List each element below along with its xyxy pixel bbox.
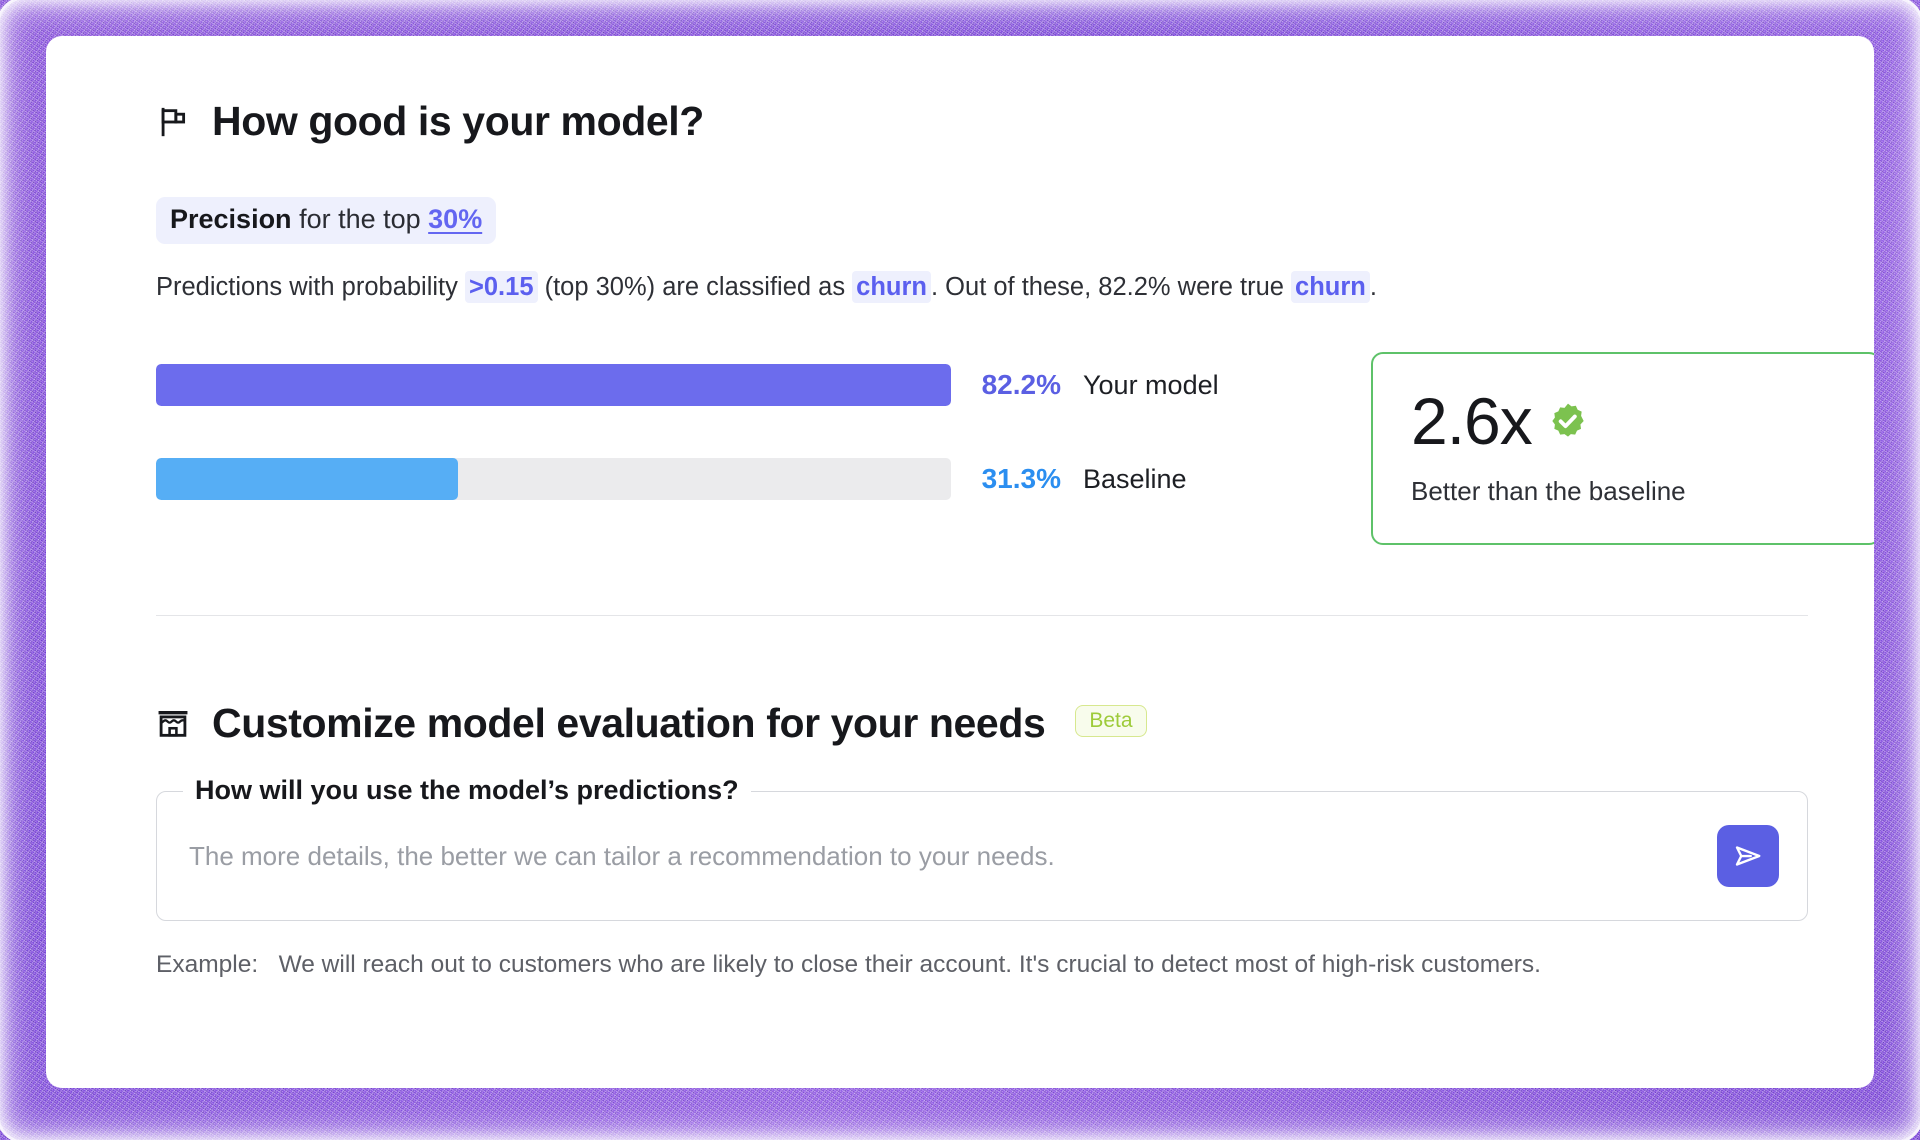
explanation-sentence: Predictions with probability >0.15 (top … xyxy=(156,270,1808,304)
improvement-multiplier: 2.6x xyxy=(1411,384,1533,459)
metric-pill-middle-text: for the top xyxy=(291,204,429,234)
section2-heading: Customize model evaluation for your need… xyxy=(156,700,1808,747)
example-text: We will reach out to customers who are l… xyxy=(278,951,1541,979)
verified-check-badge-icon xyxy=(1548,401,1588,441)
bar-label-baseline: Baseline xyxy=(1083,463,1187,494)
beta-badge: Beta xyxy=(1075,704,1147,737)
page-title: How good is your model? xyxy=(212,98,704,144)
main-card: How good is your model? Precision for th… xyxy=(46,36,1874,1088)
section2-title: Customize model evaluation for your need… xyxy=(212,700,1046,747)
bar-track-your-model xyxy=(156,364,951,407)
metric-pill: Precision for the top 30% xyxy=(156,197,497,245)
card-inner: How good is your model? Precision for th… xyxy=(46,98,1874,979)
improvement-highlight-card: 2.6x Better than the baseline xyxy=(1371,352,1874,546)
improvement-value-row: 2.6x xyxy=(1411,388,1841,454)
example-hint: Example: We will reach out to customers … xyxy=(156,951,1808,979)
explanation-part2: (top 30%) are classified as xyxy=(537,273,853,302)
send-icon xyxy=(1733,841,1763,871)
prediction-usage-field: How will you use the model’s predictions… xyxy=(156,775,1808,922)
explanation-part1: Predictions with probability xyxy=(156,273,465,302)
prediction-usage-legend: How will you use the model’s predictions… xyxy=(183,775,751,807)
example-label: Example: xyxy=(156,951,259,979)
section1-heading: How good is your model? xyxy=(156,98,1808,145)
section-divider xyxy=(156,615,1808,617)
metric-name: Precision xyxy=(170,204,292,234)
send-button[interactable] xyxy=(1717,825,1779,888)
results-area: 82.2% Your model 31.3% Baseline 2.6x xyxy=(156,352,1874,546)
storefront-icon xyxy=(156,707,190,741)
top-percent-link[interactable]: 30% xyxy=(428,204,483,234)
explanation-part4: . xyxy=(1369,273,1377,302)
bar-row: 31.3% Baseline xyxy=(156,458,1331,501)
probability-threshold: >0.15 xyxy=(464,271,538,304)
bar-track-baseline xyxy=(156,458,951,501)
bar-fill-baseline xyxy=(156,458,459,501)
class-label-predicted: churn xyxy=(852,271,932,304)
prediction-usage-input[interactable] xyxy=(189,840,1717,872)
customize-section: Customize model evaluation for your need… xyxy=(156,700,1808,979)
bar-label-your-model: Your model xyxy=(1083,369,1219,400)
bar-value-baseline: 31.3% xyxy=(981,463,1061,495)
bar-fill-your-model xyxy=(156,364,951,407)
explanation-part3: . Out of these, 82.2% were true xyxy=(931,273,1292,302)
class-label-true: churn xyxy=(1291,271,1370,304)
flag-icon xyxy=(156,105,190,139)
bar-value-your-model: 82.2% xyxy=(981,369,1061,401)
bar-row: 82.2% Your model xyxy=(156,364,1331,407)
improvement-caption: Better than the baseline xyxy=(1411,476,1686,507)
bar-chart: 82.2% Your model 31.3% Baseline xyxy=(156,352,1331,501)
